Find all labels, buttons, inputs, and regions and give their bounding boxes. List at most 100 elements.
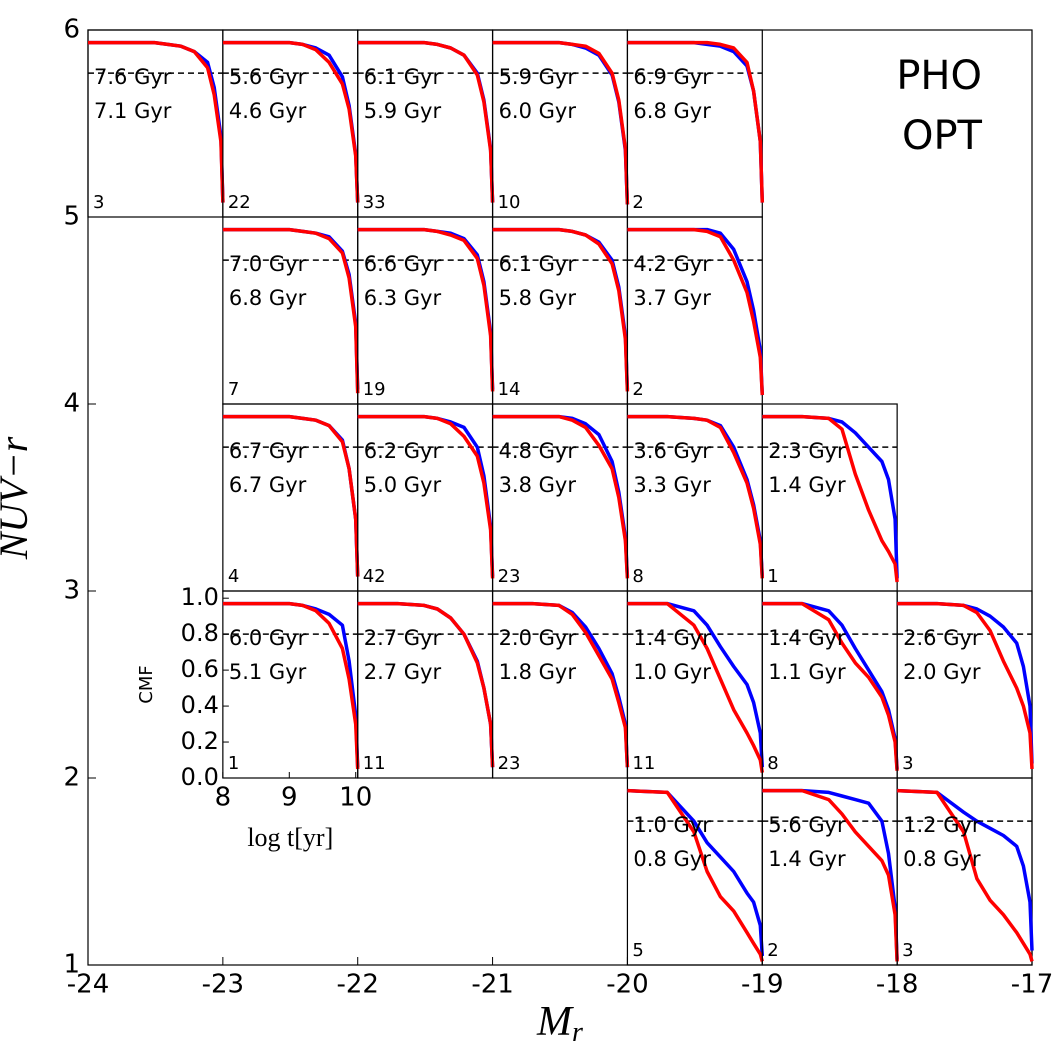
cmf-curve: [492, 227, 630, 392]
panel: [222, 29, 359, 218]
inset-y-tick-label: 1.0: [181, 583, 219, 611]
panel: [626, 403, 763, 592]
cmf-curve: [492, 40, 630, 205]
cmf-curve: [627, 227, 765, 396]
inset-y-tick-label: 0.6: [181, 655, 219, 683]
pho-age: 6.0 Gyr: [229, 626, 307, 650]
opt-age: 3.8 Gyr: [499, 473, 577, 497]
opt-age: 3.7 Gyr: [633, 286, 711, 310]
cmf-curve: [357, 414, 495, 579]
cmf-curve: [627, 788, 765, 957]
count: 3: [902, 753, 913, 774]
inset-x-tick-label: 8: [215, 783, 232, 813]
panel: [626, 590, 763, 779]
panel: [896, 777, 1033, 966]
count: 2: [632, 192, 643, 213]
y-axis-label: NUV−r: [0, 436, 36, 560]
cmf-curve: [492, 601, 630, 768]
y-tick-label: 2: [63, 763, 80, 793]
x-axis-label-sub: r: [572, 1017, 583, 1048]
inset-y-tick-label: 0.0: [181, 763, 219, 791]
count: 19: [363, 379, 386, 400]
opt-age: 5.9 Gyr: [364, 99, 442, 123]
count: 23: [498, 566, 521, 587]
inset-y-tick-label: 0.4: [181, 691, 219, 719]
cmf-curve: [897, 788, 1034, 962]
pho-age: 5.6 Gyr: [768, 813, 846, 837]
count: 33: [363, 192, 386, 213]
opt-age: 6.3 Gyr: [364, 286, 442, 310]
x-tick-label: -22: [336, 970, 378, 1000]
inset-y-label: CMF: [136, 665, 157, 703]
opt-age: 0.8 Gyr: [633, 847, 711, 871]
opt-age: 5.0 Gyr: [364, 473, 442, 497]
count: 23: [498, 753, 521, 774]
x-tick-label: -20: [606, 970, 648, 1000]
cmf-curve: [627, 601, 765, 773]
opt-age: 6.0 Gyr: [499, 99, 577, 123]
cmf-curve: [762, 414, 899, 583]
opt-age: 7.1 Gyr: [94, 99, 172, 123]
pho-age: 2.0 Gyr: [499, 626, 577, 650]
opt-age: 1.8 Gyr: [499, 660, 577, 684]
count: 1: [767, 566, 778, 587]
legend-label: PHO: [896, 53, 982, 99]
count: 8: [632, 566, 643, 587]
panel: [626, 777, 763, 966]
count: 11: [363, 753, 386, 774]
y-tick-label: 1: [63, 950, 80, 980]
pho-age: 1.2 Gyr: [903, 813, 981, 837]
count: 1: [228, 753, 239, 774]
x-tick-label: -23: [202, 970, 244, 1000]
pho-age: 1.4 Gyr: [633, 626, 711, 650]
cmf-curve: [222, 414, 360, 577]
panel: [626, 216, 763, 405]
inset-y-tick-label: 0.2: [181, 727, 219, 755]
x-tick-label: -24: [67, 970, 109, 1000]
count: 10: [498, 192, 521, 213]
count: 22: [228, 192, 251, 213]
pho-age: 3.6 Gyr: [633, 439, 711, 463]
opt-age: 2.0 Gyr: [903, 660, 981, 684]
panel: [357, 29, 494, 218]
pho-age: 6.7 Gyr: [229, 439, 307, 463]
opt-age: 6.8 Gyr: [229, 286, 307, 310]
pho-age: 2.7 Gyr: [364, 626, 442, 650]
inset-x-label: log t[yr]: [247, 823, 333, 852]
opt-age: 3.3 Gyr: [633, 473, 711, 497]
cmf-curve: [897, 788, 1034, 951]
cmf-curve: [627, 40, 765, 203]
panel: [761, 777, 898, 966]
panel: [357, 590, 494, 779]
pho-age: 6.6 Gyr: [364, 252, 442, 276]
pho-age: 1.0 Gyr: [633, 813, 711, 837]
cmf-curve: [897, 601, 1034, 770]
panel: [357, 403, 494, 592]
pho-age: 6.1 Gyr: [499, 252, 577, 276]
cmf-curve: [222, 601, 360, 770]
pho-age: 6.9 Gyr: [633, 65, 711, 89]
cmf-curve: [492, 414, 630, 579]
count: 5: [632, 940, 643, 961]
opt-age: 5.1 Gyr: [229, 660, 307, 684]
y-tick-label: 5: [63, 202, 80, 232]
pho-age: 2.6 Gyr: [903, 626, 981, 650]
opt-age: 1.0 Gyr: [633, 660, 711, 684]
panel: [896, 590, 1033, 779]
count: 3: [93, 192, 104, 213]
cmf-curve: [627, 601, 765, 768]
panel: [491, 403, 629, 592]
pho-age: 2.3 Gyr: [768, 439, 846, 463]
cmf-curve: [357, 227, 495, 392]
cmf-curve: [762, 788, 899, 962]
cmf-curve: [357, 40, 495, 203]
pho-age: 7.6 Gyr: [94, 65, 172, 89]
cmf-curve: [88, 40, 225, 203]
legend-label: OPT: [902, 113, 983, 159]
x-axis-label-main: M: [536, 999, 574, 1045]
pho-age: 4.8 Gyr: [499, 439, 577, 463]
panel: [761, 403, 898, 592]
panel: [357, 216, 494, 405]
opt-age: 6.8 Gyr: [633, 99, 711, 123]
pho-age: 6.2 Gyr: [364, 439, 442, 463]
